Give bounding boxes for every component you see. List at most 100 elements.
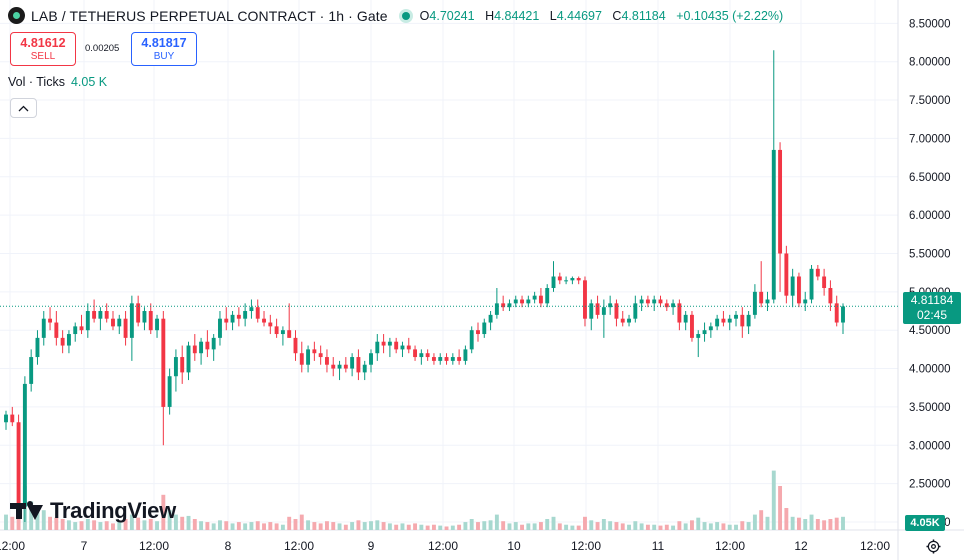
volume-bar — [482, 521, 487, 530]
candle-body — [92, 311, 97, 319]
candle-body — [677, 303, 682, 323]
y-tick-label: 3.50000 — [909, 402, 951, 414]
candle-body — [186, 345, 191, 373]
candle-body — [274, 326, 279, 335]
candle-body — [406, 345, 411, 350]
volume-bar — [545, 519, 550, 530]
volume-bar — [142, 520, 147, 530]
volume-bar — [236, 522, 241, 530]
x-tick-label: 10 — [507, 539, 521, 553]
volume-bar — [224, 521, 229, 530]
volume-bar — [293, 519, 298, 530]
y-tick-label: 8.50000 — [909, 18, 951, 30]
volume-bar — [740, 521, 745, 530]
candle-body — [400, 345, 405, 350]
candle-body — [425, 353, 430, 358]
candle-body — [620, 318, 625, 323]
candle-body — [218, 318, 222, 338]
candle-body — [752, 291, 757, 315]
volume-bar — [400, 523, 405, 530]
candle-body — [268, 322, 273, 327]
y-tick-label: 6.50000 — [909, 172, 951, 184]
volume-bar — [633, 521, 638, 530]
candle-body — [111, 318, 115, 327]
y-tick-label: 4.00000 — [909, 364, 951, 376]
candle-body — [29, 357, 34, 384]
candle-body — [73, 326, 78, 335]
candle-body — [350, 357, 355, 369]
candle-body — [236, 314, 241, 319]
candle-body — [419, 353, 424, 358]
volume-bar — [394, 524, 399, 530]
volume-bar — [450, 525, 455, 530]
volume-bar — [343, 524, 348, 530]
candle-body — [79, 326, 84, 331]
candle-body — [369, 353, 373, 365]
candle-body — [136, 303, 141, 323]
y-tick-label: 6.00000 — [909, 210, 951, 222]
volume-bar — [387, 523, 392, 530]
volume-bar — [306, 520, 311, 530]
volume-bar — [98, 522, 103, 530]
candle-body — [482, 322, 487, 335]
candle-body — [589, 303, 594, 319]
volume-bar — [690, 520, 694, 530]
volume-bar — [721, 523, 726, 530]
candle-body — [66, 334, 71, 346]
candle-body — [356, 357, 361, 373]
candle-body — [293, 337, 298, 354]
volume-bar — [645, 524, 650, 530]
candle-body — [708, 326, 713, 331]
volume-bar — [463, 522, 468, 530]
tradingview-logo[interactable]: TradingView — [10, 498, 176, 524]
candle-body — [211, 337, 216, 350]
candle-body — [690, 314, 694, 338]
volume-bar — [66, 520, 71, 530]
volume-bar — [186, 515, 191, 530]
candle-body — [746, 314, 751, 327]
volume-bar — [199, 521, 204, 530]
candle-body — [457, 357, 462, 361]
gear-icon[interactable] — [925, 538, 942, 555]
candle-body — [501, 303, 506, 308]
candle-body — [438, 357, 443, 361]
candle-body — [538, 295, 543, 304]
candle-body — [545, 288, 550, 304]
candle-body — [41, 318, 46, 338]
volume-bar — [111, 523, 115, 530]
buy-button[interactable]: 4.81817 BUY — [131, 32, 197, 66]
symbol-title[interactable]: LAB / TETHERUS PERPETUAL CONTRACT · 1h ·… — [31, 7, 388, 24]
volume-bar — [104, 521, 109, 530]
volume-bar — [148, 519, 153, 530]
volume-bar — [312, 522, 317, 530]
volume-bar — [683, 523, 688, 530]
sell-button[interactable]: 4.81612 SELL — [10, 32, 76, 66]
x-tick-label: 12 — [794, 539, 808, 553]
volume-bar — [299, 514, 304, 530]
volume-bar — [771, 470, 776, 530]
volume-bar — [601, 519, 606, 530]
chevron-up-icon — [18, 105, 29, 111]
change-value: +0.10435 (+2.22%) — [676, 8, 784, 23]
volume-bar — [627, 524, 631, 530]
candle-body — [161, 318, 166, 407]
volume-bar — [708, 523, 713, 530]
y-tick-label: 7.00000 — [909, 133, 951, 145]
candle-body — [564, 280, 569, 282]
volume-legend[interactable]: Vol · Ticks 4.05 K — [8, 75, 107, 89]
candle-body — [10, 414, 15, 423]
candle-body — [488, 314, 493, 323]
open-value: 4.70241 — [429, 8, 475, 23]
candle-body — [841, 306, 845, 323]
volume-label: Vol · Ticks — [8, 75, 65, 89]
candle-body — [230, 314, 235, 323]
y-tick-label: 7.50000 — [909, 95, 951, 107]
volume-bar — [652, 524, 657, 530]
x-tick-label: 7 — [81, 539, 88, 553]
volume-bar — [608, 521, 613, 530]
candle-body — [834, 303, 839, 323]
x-tick-label: 12:00 — [428, 539, 458, 553]
candle-body — [652, 299, 657, 304]
collapse-legend-button[interactable] — [10, 98, 37, 118]
